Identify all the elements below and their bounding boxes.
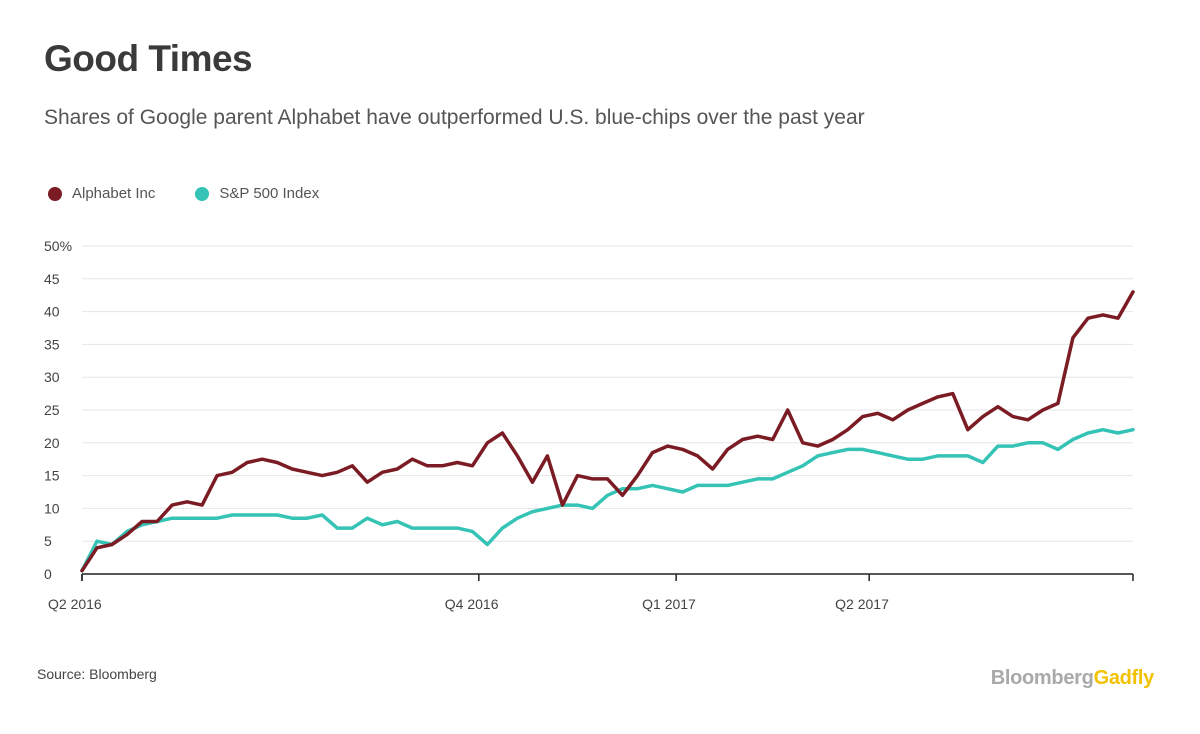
y-tick-label: 40: [44, 304, 60, 320]
legend-item-alphabet: Alphabet Inc: [48, 185, 155, 202]
legend-label-alphabet: Alphabet Inc: [72, 185, 156, 202]
y-tick-label: 45: [44, 271, 60, 287]
x-tick-label: Q1 2017: [642, 596, 696, 612]
brand-logo-part1: Bloomberg: [990, 667, 1094, 689]
y-tick-label: 10: [44, 500, 60, 516]
legend-swatch-alphabet: [48, 186, 62, 201]
y-tick-label: 15: [44, 468, 60, 484]
y-tick-label: 30: [44, 369, 60, 385]
chart-title: Good Times: [44, 38, 253, 79]
legend-label-sp500: S&P 500 Index: [219, 185, 320, 202]
y-tick-label: 35: [44, 336, 60, 352]
legend-swatch-sp500: [195, 186, 210, 201]
y-tick-label: 50%: [44, 238, 72, 254]
brand-logo-part2: Gadfly: [1093, 667, 1155, 689]
brand-logo: BloombergGadfly: [990, 667, 1155, 690]
y-tick-label: 0: [44, 566, 52, 582]
x-tick-label: Q4 2016: [445, 596, 499, 612]
source-note: Source: Bloomberg: [37, 666, 157, 682]
chart-subtitle: Shares of Google parent Alphabet have ou…: [44, 106, 865, 129]
legend-item-sp500: S&P 500 Index: [195, 185, 319, 202]
y-tick-label: 25: [44, 402, 60, 418]
series-line-alphabet: [80, 290, 1135, 573]
x-tick-label: Q2 2016: [48, 596, 102, 612]
x-tick-label: Q2 2017: [835, 596, 889, 612]
series-line-sp500: [80, 427, 1135, 573]
y-tick-label: 5: [44, 533, 52, 549]
legend: Alphabet Inc S&P 500 Index: [48, 185, 359, 202]
y-tick-label: 20: [44, 435, 60, 451]
